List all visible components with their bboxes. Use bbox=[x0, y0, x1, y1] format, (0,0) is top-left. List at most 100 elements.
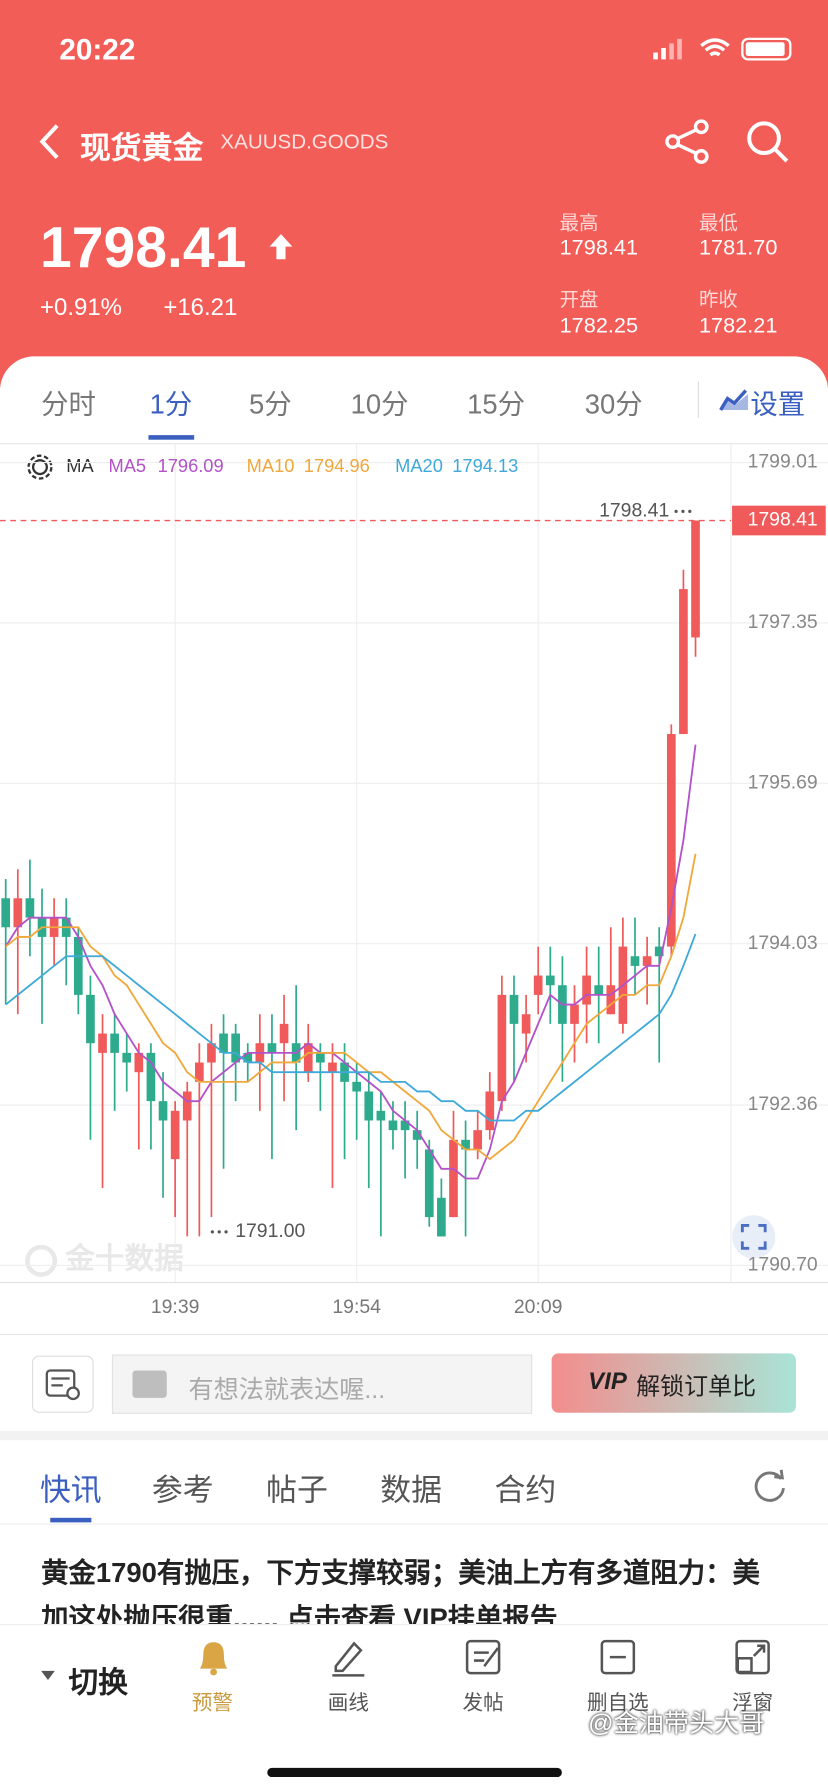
remove-icon[interactable] bbox=[598, 1637, 637, 1678]
toolbar-label[interactable]: 画线 bbox=[327, 1691, 369, 1715]
news-tab[interactable]: 合约 bbox=[494, 1473, 557, 1508]
change-amount: +16.21 bbox=[163, 294, 238, 321]
candle-body bbox=[606, 985, 616, 1015]
note-button[interactable] bbox=[31, 1355, 94, 1413]
timeframe-tab[interactable]: 10分 bbox=[350, 389, 409, 421]
candlestick-chart: MA 金十数据 1799.01 1797.35 1795.69 1794.03 1792… bbox=[0, 443, 828, 1318]
timeframe-tab[interactable]: 30分 bbox=[584, 389, 643, 421]
candle-body bbox=[533, 975, 543, 995]
y-tick-label: 1795.69 bbox=[748, 771, 818, 793]
divider bbox=[0, 1333, 828, 1336]
candle-body bbox=[545, 975, 555, 986]
candle-body bbox=[691, 520, 700, 638]
ma-line bbox=[4, 744, 697, 1180]
current-price-box bbox=[732, 505, 826, 536]
legend-value: 1794.13 bbox=[452, 455, 518, 476]
candle-body bbox=[267, 1043, 277, 1053]
candle-body bbox=[110, 1033, 119, 1053]
tab-underline bbox=[147, 435, 194, 440]
toolbar-label[interactable]: 预警 bbox=[191, 1691, 233, 1715]
settings-icon[interactable] bbox=[718, 387, 750, 412]
stat-label: 昨收 bbox=[698, 288, 738, 311]
toolbar-label[interactable]: 发帖 bbox=[462, 1691, 504, 1715]
news-tab[interactable]: 参考 bbox=[151, 1473, 214, 1508]
candle-body bbox=[654, 946, 664, 957]
draw-icon[interactable] bbox=[329, 1637, 368, 1678]
candle-body bbox=[461, 1139, 470, 1150]
vip-unlock-button[interactable]: VIP 解锁订单比 bbox=[551, 1353, 797, 1413]
candle-body bbox=[497, 994, 507, 1102]
high-marker-label: 1798.41 bbox=[599, 499, 669, 521]
candle-body bbox=[182, 1091, 192, 1121]
candle-body bbox=[424, 1149, 434, 1218]
candle-body bbox=[364, 1091, 374, 1121]
comment-input[interactable]: 有想法就表达喔... bbox=[111, 1354, 533, 1414]
marker-dot bbox=[681, 509, 685, 513]
refresh-button[interactable] bbox=[751, 1468, 788, 1505]
change-percent: +0.91% bbox=[39, 294, 122, 321]
marker-dot bbox=[210, 1230, 214, 1234]
candle-body bbox=[630, 956, 640, 966]
candle-body bbox=[13, 898, 23, 928]
candle-body bbox=[73, 936, 83, 995]
y-tick-label: 1794.03 bbox=[748, 932, 818, 954]
share-button[interactable] bbox=[665, 119, 711, 165]
header-background bbox=[0, 0, 828, 389]
tab-panel bbox=[0, 356, 828, 444]
candle-body bbox=[388, 1120, 398, 1131]
timeframe-tab[interactable]: 5分 bbox=[248, 389, 292, 421]
back-button[interactable] bbox=[34, 121, 68, 162]
candle-body bbox=[509, 994, 519, 1024]
search-button[interactable] bbox=[745, 119, 791, 165]
chart-watermark: 金十数据 bbox=[64, 1242, 184, 1276]
legend-value: 1796.09 bbox=[158, 455, 224, 476]
stat-label: 最低 bbox=[698, 212, 738, 235]
news-tab[interactable]: 帖子 bbox=[266, 1473, 328, 1508]
candle-body bbox=[158, 1101, 168, 1121]
timeframe-tab[interactable]: 分时 bbox=[41, 389, 96, 421]
settings-button[interactable]: 设置 bbox=[750, 389, 806, 421]
post-icon[interactable] bbox=[464, 1637, 503, 1678]
float-icon[interactable] bbox=[733, 1637, 772, 1678]
stat-label: 开盘 bbox=[559, 288, 599, 311]
candle-body bbox=[666, 734, 676, 947]
news-tab[interactable]: 数据 bbox=[380, 1473, 442, 1508]
candle-body bbox=[1, 898, 11, 928]
switch-button[interactable]: 切换 bbox=[68, 1665, 128, 1700]
candle-body bbox=[594, 985, 604, 995]
candle-body bbox=[400, 1120, 410, 1131]
stat-value: 1782.25 bbox=[559, 314, 639, 339]
news-tab-underline bbox=[50, 1517, 92, 1523]
toolbar-label[interactable]: 删自选 bbox=[587, 1691, 649, 1715]
candle-body bbox=[328, 1062, 337, 1073]
status-time: 20:22 bbox=[59, 31, 136, 67]
candle-body bbox=[352, 1081, 362, 1092]
x-tick-label: 19:54 bbox=[332, 1296, 381, 1318]
legend-name: MA10 bbox=[247, 455, 295, 476]
candle-body bbox=[316, 1052, 325, 1063]
x-tick-label: 20:09 bbox=[514, 1296, 563, 1318]
vip-button-label: 解锁订单比 bbox=[636, 1373, 757, 1401]
candle-body bbox=[134, 1052, 144, 1073]
legend-name: MA5 bbox=[108, 455, 146, 476]
chart-settings-icon[interactable] bbox=[27, 454, 53, 480]
timeframe-tab[interactable]: 15分 bbox=[467, 389, 526, 421]
status-icons bbox=[653, 37, 792, 61]
grid bbox=[0, 443, 828, 1283]
candle-body bbox=[146, 1052, 156, 1102]
news-tab[interactable]: 快讯 bbox=[39, 1473, 102, 1508]
alert-icon[interactable] bbox=[194, 1637, 233, 1678]
y-tick-label: 1799.01 bbox=[748, 451, 818, 473]
up-arrow bbox=[269, 234, 293, 260]
low-marker-label: 1791.00 bbox=[235, 1220, 305, 1242]
toolbar-label[interactable]: 浮窗 bbox=[732, 1691, 774, 1715]
timeframe-tab[interactable]: 1分 bbox=[149, 389, 193, 421]
symbol: XAUUSD.GOODS bbox=[220, 130, 389, 154]
ma-line bbox=[5, 853, 697, 1161]
y-tick-label: 1797.35 bbox=[748, 611, 818, 633]
candle-body bbox=[485, 1091, 495, 1131]
fullscreen-button[interactable] bbox=[732, 1215, 776, 1259]
candle-body bbox=[170, 1110, 180, 1160]
candle-body bbox=[521, 1014, 531, 1034]
